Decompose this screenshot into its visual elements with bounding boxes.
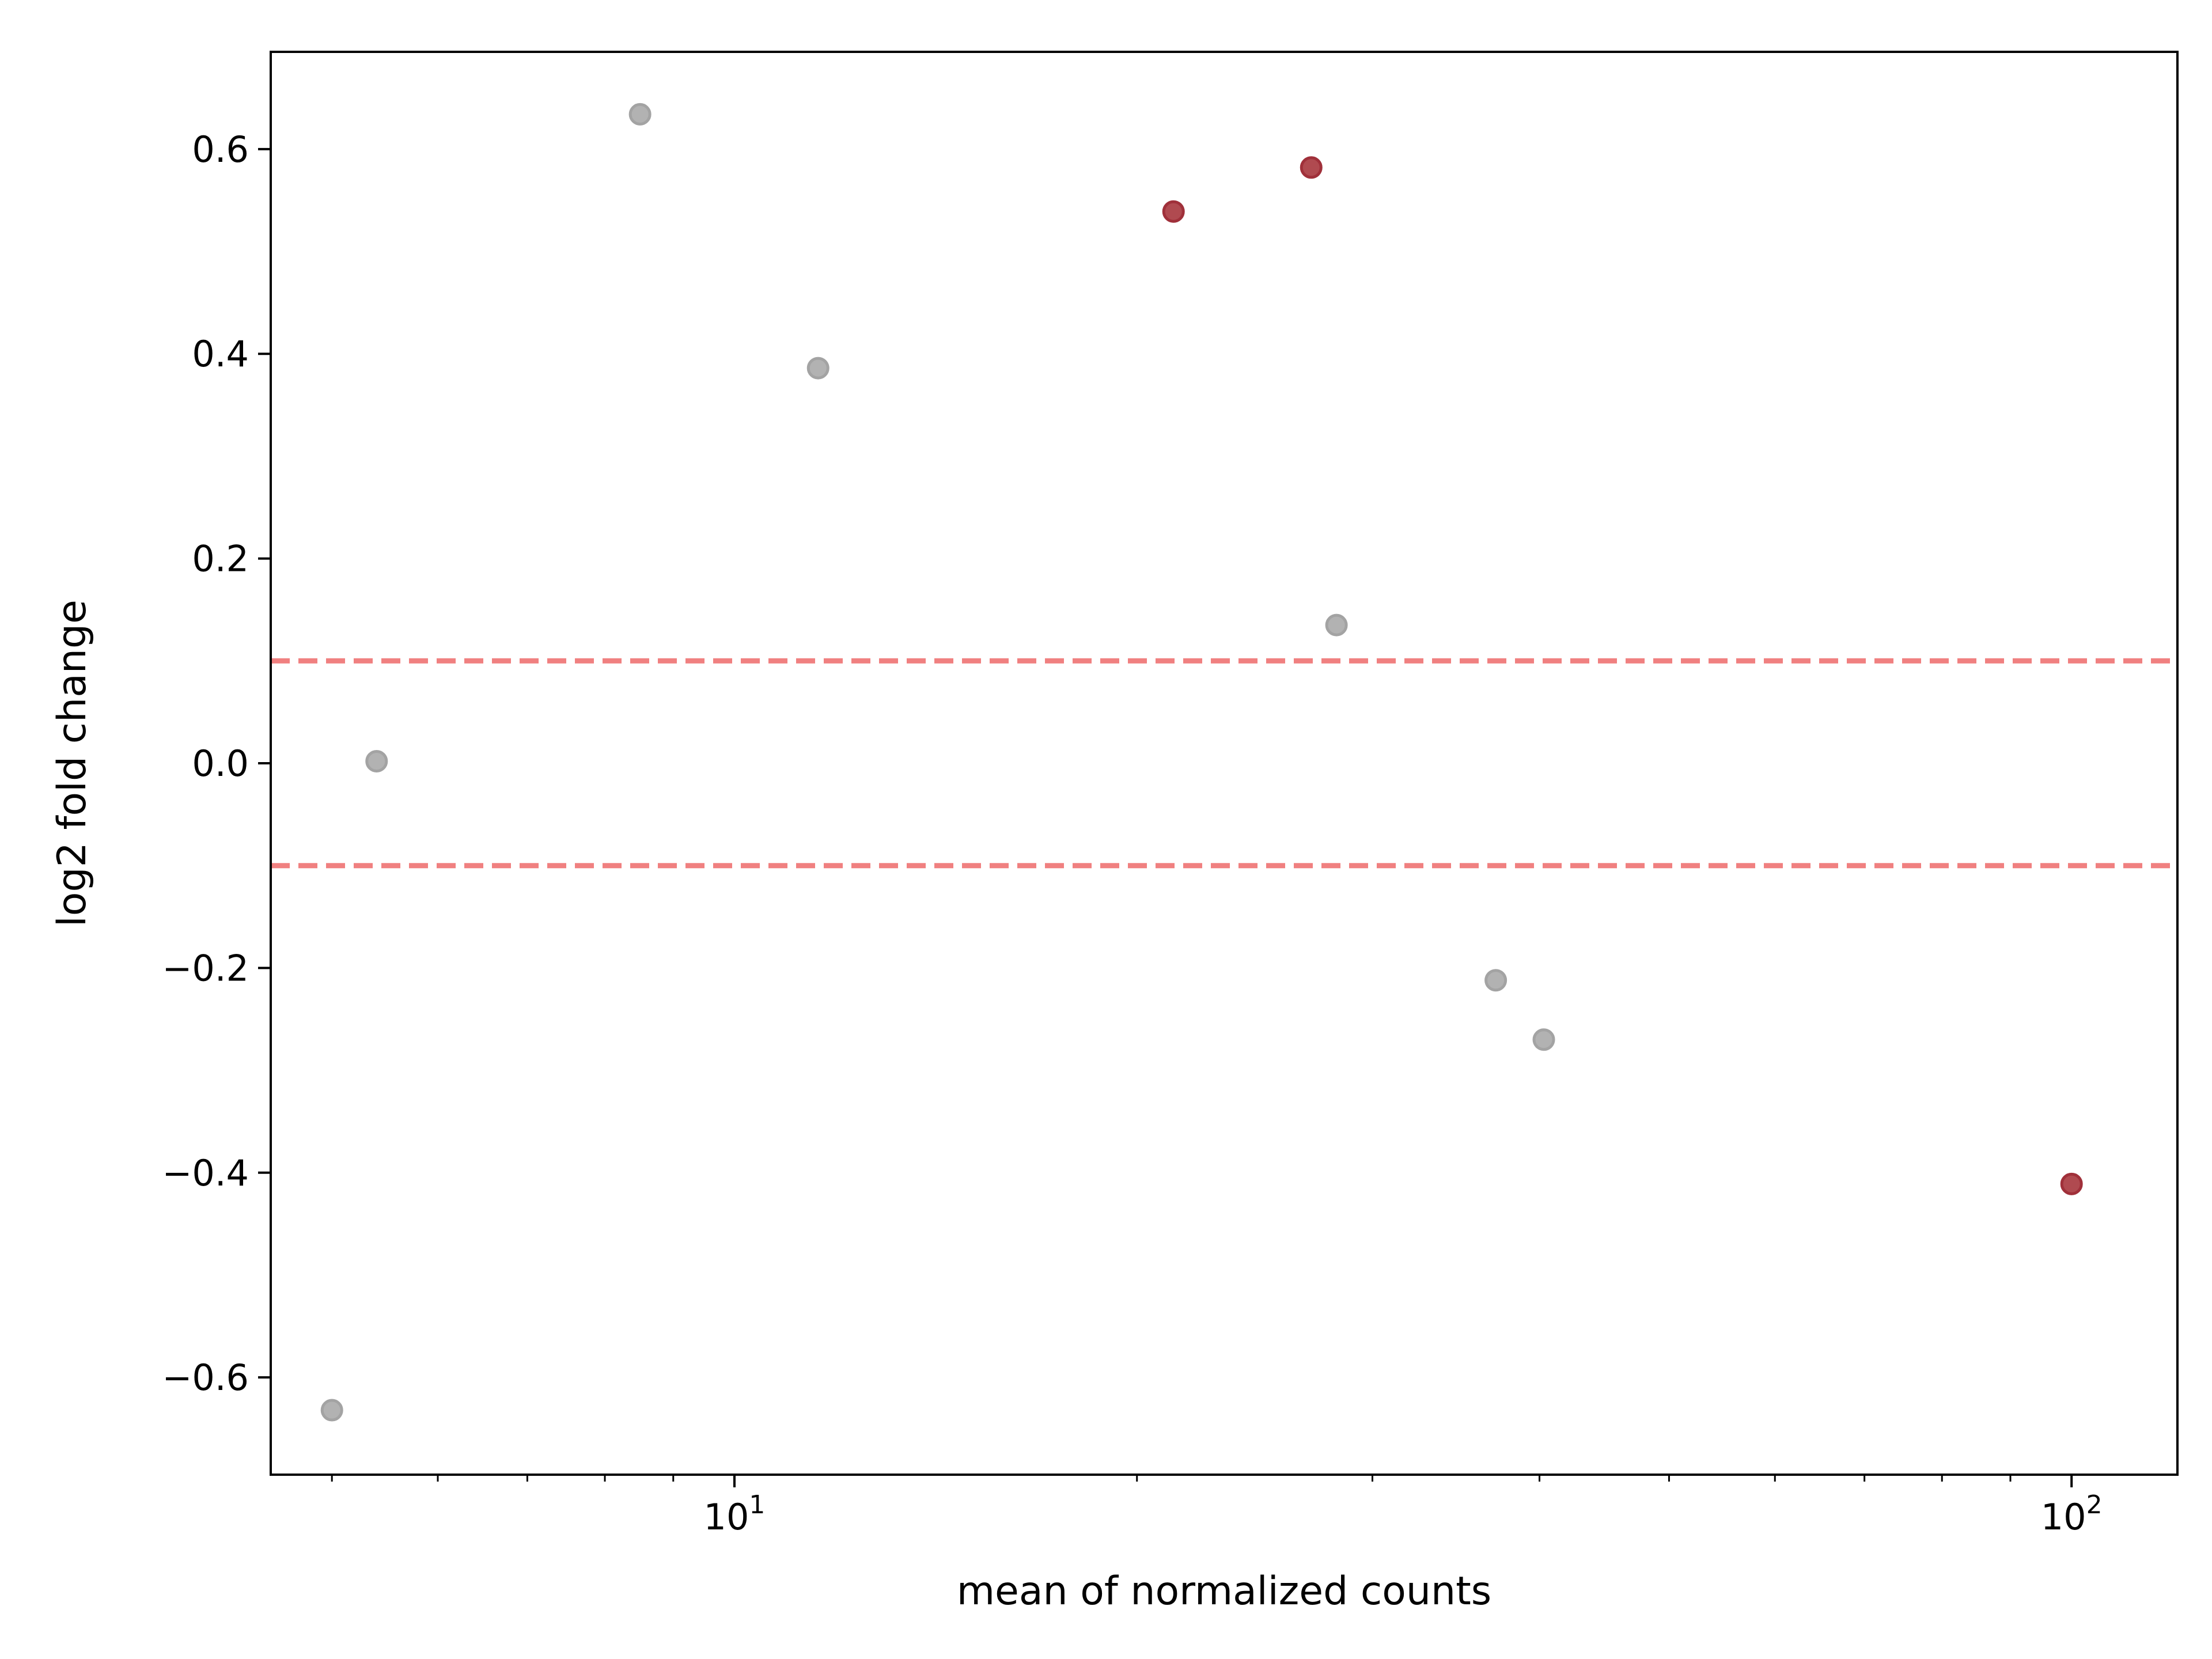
y-tick-label: −0.2 bbox=[162, 947, 249, 989]
data-point bbox=[1162, 200, 1185, 223]
data-point bbox=[320, 1399, 343, 1422]
y-tick-label: 0.2 bbox=[192, 538, 249, 580]
y-tick-label: −0.4 bbox=[162, 1152, 249, 1194]
data-point bbox=[1300, 156, 1323, 179]
data-point bbox=[1325, 613, 1348, 637]
y-tick-label: 0.6 bbox=[192, 128, 249, 171]
data-point bbox=[2060, 1172, 2083, 1195]
y-tick-label: 0.4 bbox=[192, 333, 249, 375]
y-tick-label: −0.6 bbox=[162, 1357, 249, 1399]
x-axis: 101 102 bbox=[331, 1475, 2103, 1538]
x-tick-label: 101 bbox=[704, 1490, 766, 1538]
data-point bbox=[806, 357, 830, 380]
y-axis-title: log2 fold change bbox=[50, 600, 95, 927]
x-axis-title: mean of normalized counts bbox=[957, 1569, 1491, 1614]
data-point bbox=[1532, 1028, 1555, 1051]
data-point bbox=[1484, 969, 1508, 992]
x-tick-label: 102 bbox=[2041, 1490, 2103, 1538]
y-tick-label: 0.0 bbox=[192, 743, 249, 785]
data-point bbox=[628, 103, 652, 126]
threshold-lines bbox=[271, 658, 2177, 869]
y-axis: −0.6 −0.4 −0.2 0.0 0.2 0.4 0.6 bbox=[162, 128, 271, 1399]
data-points bbox=[320, 103, 2083, 1422]
data-point bbox=[365, 749, 388, 772]
